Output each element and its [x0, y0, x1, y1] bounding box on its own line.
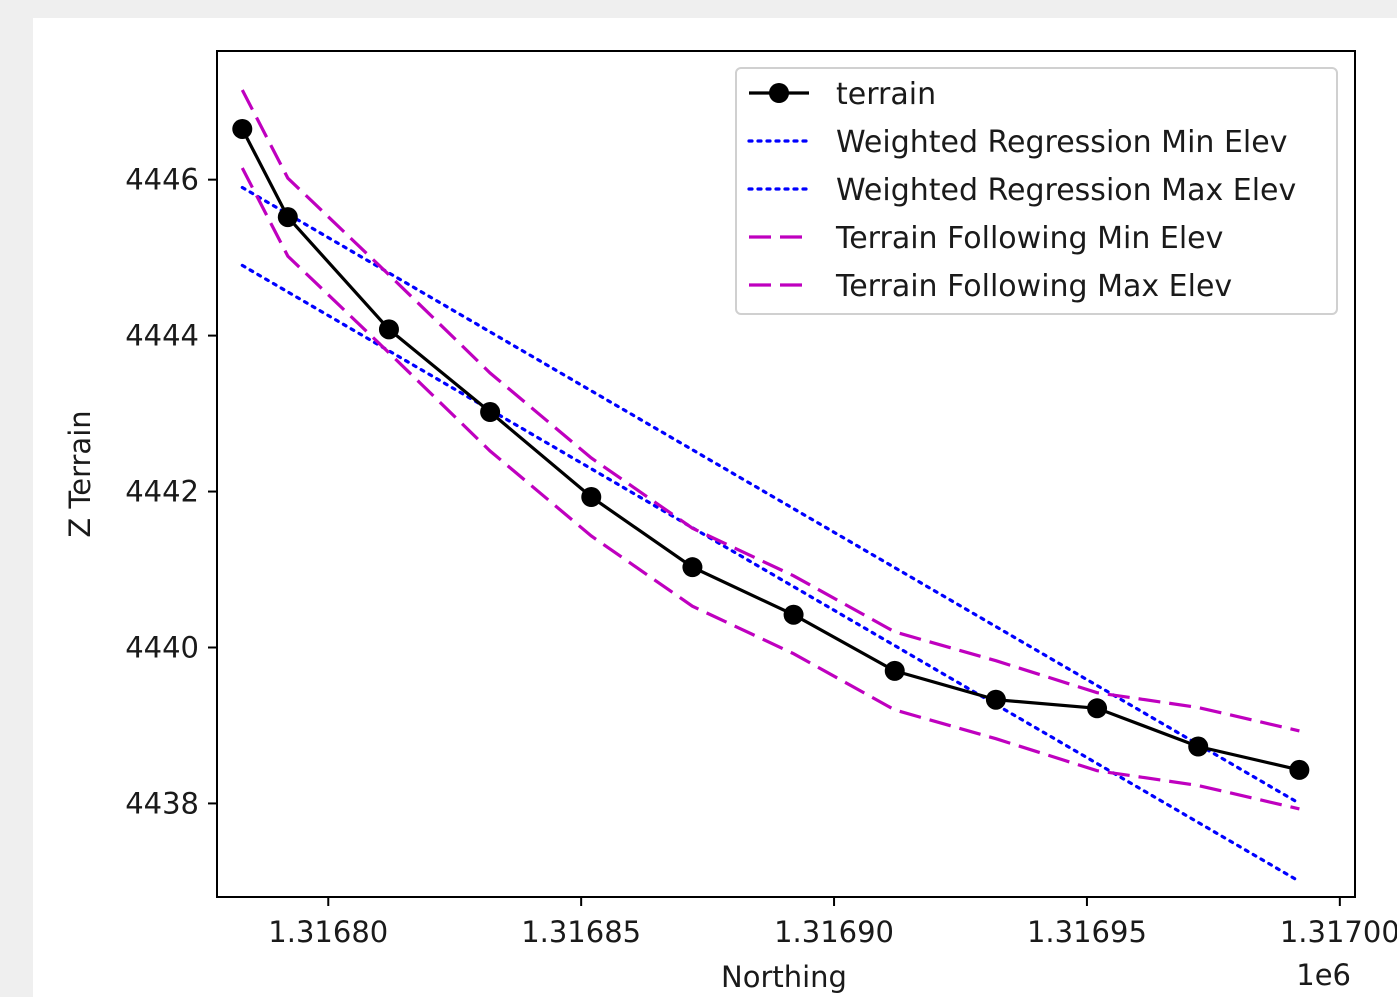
terrain-point: [581, 487, 602, 508]
legend-label-2: Weighted Regression Max Elev: [836, 173, 1296, 208]
plot-area-frame: [216, 50, 1356, 898]
x-tick-label: 1.31680: [268, 915, 388, 949]
x-tick-label: 1.31690: [774, 915, 894, 949]
terrain-point: [232, 118, 253, 139]
legend-marker: [769, 83, 789, 103]
y-tick-label: 4438: [125, 786, 199, 820]
x-tick-label: 1.31695: [1027, 915, 1147, 949]
terrain-point: [1087, 698, 1108, 719]
chart-figure: 1.31680 1.31685 1.31690 1.31695 1.31700 4438…: [33, 18, 1397, 997]
y-tick-label: 4444: [125, 319, 199, 353]
legend-label-0: terrain: [836, 77, 936, 112]
legend: terrain Weighted Regression Min Elev Weigh…: [735, 67, 1338, 315]
terrain-point: [480, 402, 501, 423]
terrain-point: [783, 604, 804, 625]
terrain-point: [1188, 736, 1209, 757]
x-axis-label: Northing: [721, 960, 847, 994]
legend-label-4: Terrain Following Max Elev: [835, 269, 1232, 304]
series-line-2: [240, 185, 1302, 806]
y-tick-label: 4442: [125, 475, 199, 509]
terrain-point: [985, 689, 1006, 710]
line-chart: 1.31680 1.31685 1.31690 1.31695 1.31700 4438…: [63, 50, 1397, 994]
terrain-point: [1289, 759, 1310, 780]
series-line-3: [240, 167, 1300, 811]
legend-label-3: Terrain Following Min Elev: [835, 221, 1223, 256]
legend-box: [735, 67, 1338, 315]
x-tick-label: 1.31700: [1280, 915, 1397, 949]
x-axis-offset-label: 1e6: [1296, 958, 1351, 992]
series-line-1: [240, 263, 1302, 884]
y-tick-label: 4446: [125, 163, 199, 197]
terrain-point: [884, 660, 905, 681]
legend-label-1: Weighted Regression Min Elev: [836, 125, 1287, 160]
x-tick-label: 1.31685: [521, 915, 641, 949]
terrain-point: [277, 207, 298, 228]
terrain-point: [682, 557, 703, 578]
y-axis-label: Z Terrain: [63, 410, 97, 537]
terrain-point: [378, 319, 399, 340]
series-line-4: [240, 89, 1300, 733]
series-line-0: [240, 128, 1300, 772]
y-tick-label: 4440: [125, 630, 199, 664]
